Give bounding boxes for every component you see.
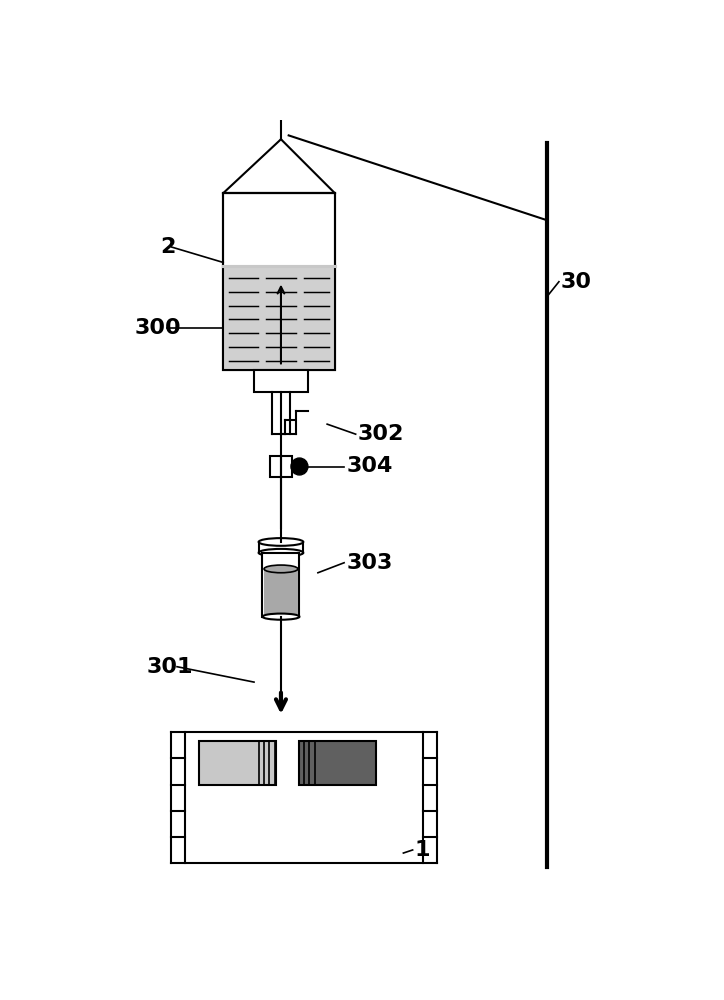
Text: 301: 301 — [146, 657, 193, 677]
Ellipse shape — [258, 549, 303, 557]
Bar — [223, 193, 335, 370]
Bar — [198, 741, 276, 785]
Bar — [258, 542, 303, 553]
Ellipse shape — [258, 538, 303, 546]
Bar — [224, 266, 334, 369]
Circle shape — [291, 458, 308, 475]
Text: 304: 304 — [346, 456, 393, 477]
Bar — [263, 553, 300, 617]
Text: 303: 303 — [346, 553, 393, 573]
Bar — [270, 456, 292, 477]
Ellipse shape — [263, 614, 300, 620]
Ellipse shape — [264, 565, 298, 573]
Bar — [185, 732, 424, 863]
Bar — [223, 193, 335, 370]
Text: 1: 1 — [414, 840, 429, 860]
Text: 2: 2 — [160, 237, 175, 257]
Bar — [299, 741, 376, 785]
Text: 300: 300 — [135, 318, 181, 338]
Text: 302: 302 — [358, 424, 404, 444]
Bar — [264, 569, 298, 614]
Text: 30: 30 — [560, 272, 592, 292]
Bar — [254, 370, 308, 392]
